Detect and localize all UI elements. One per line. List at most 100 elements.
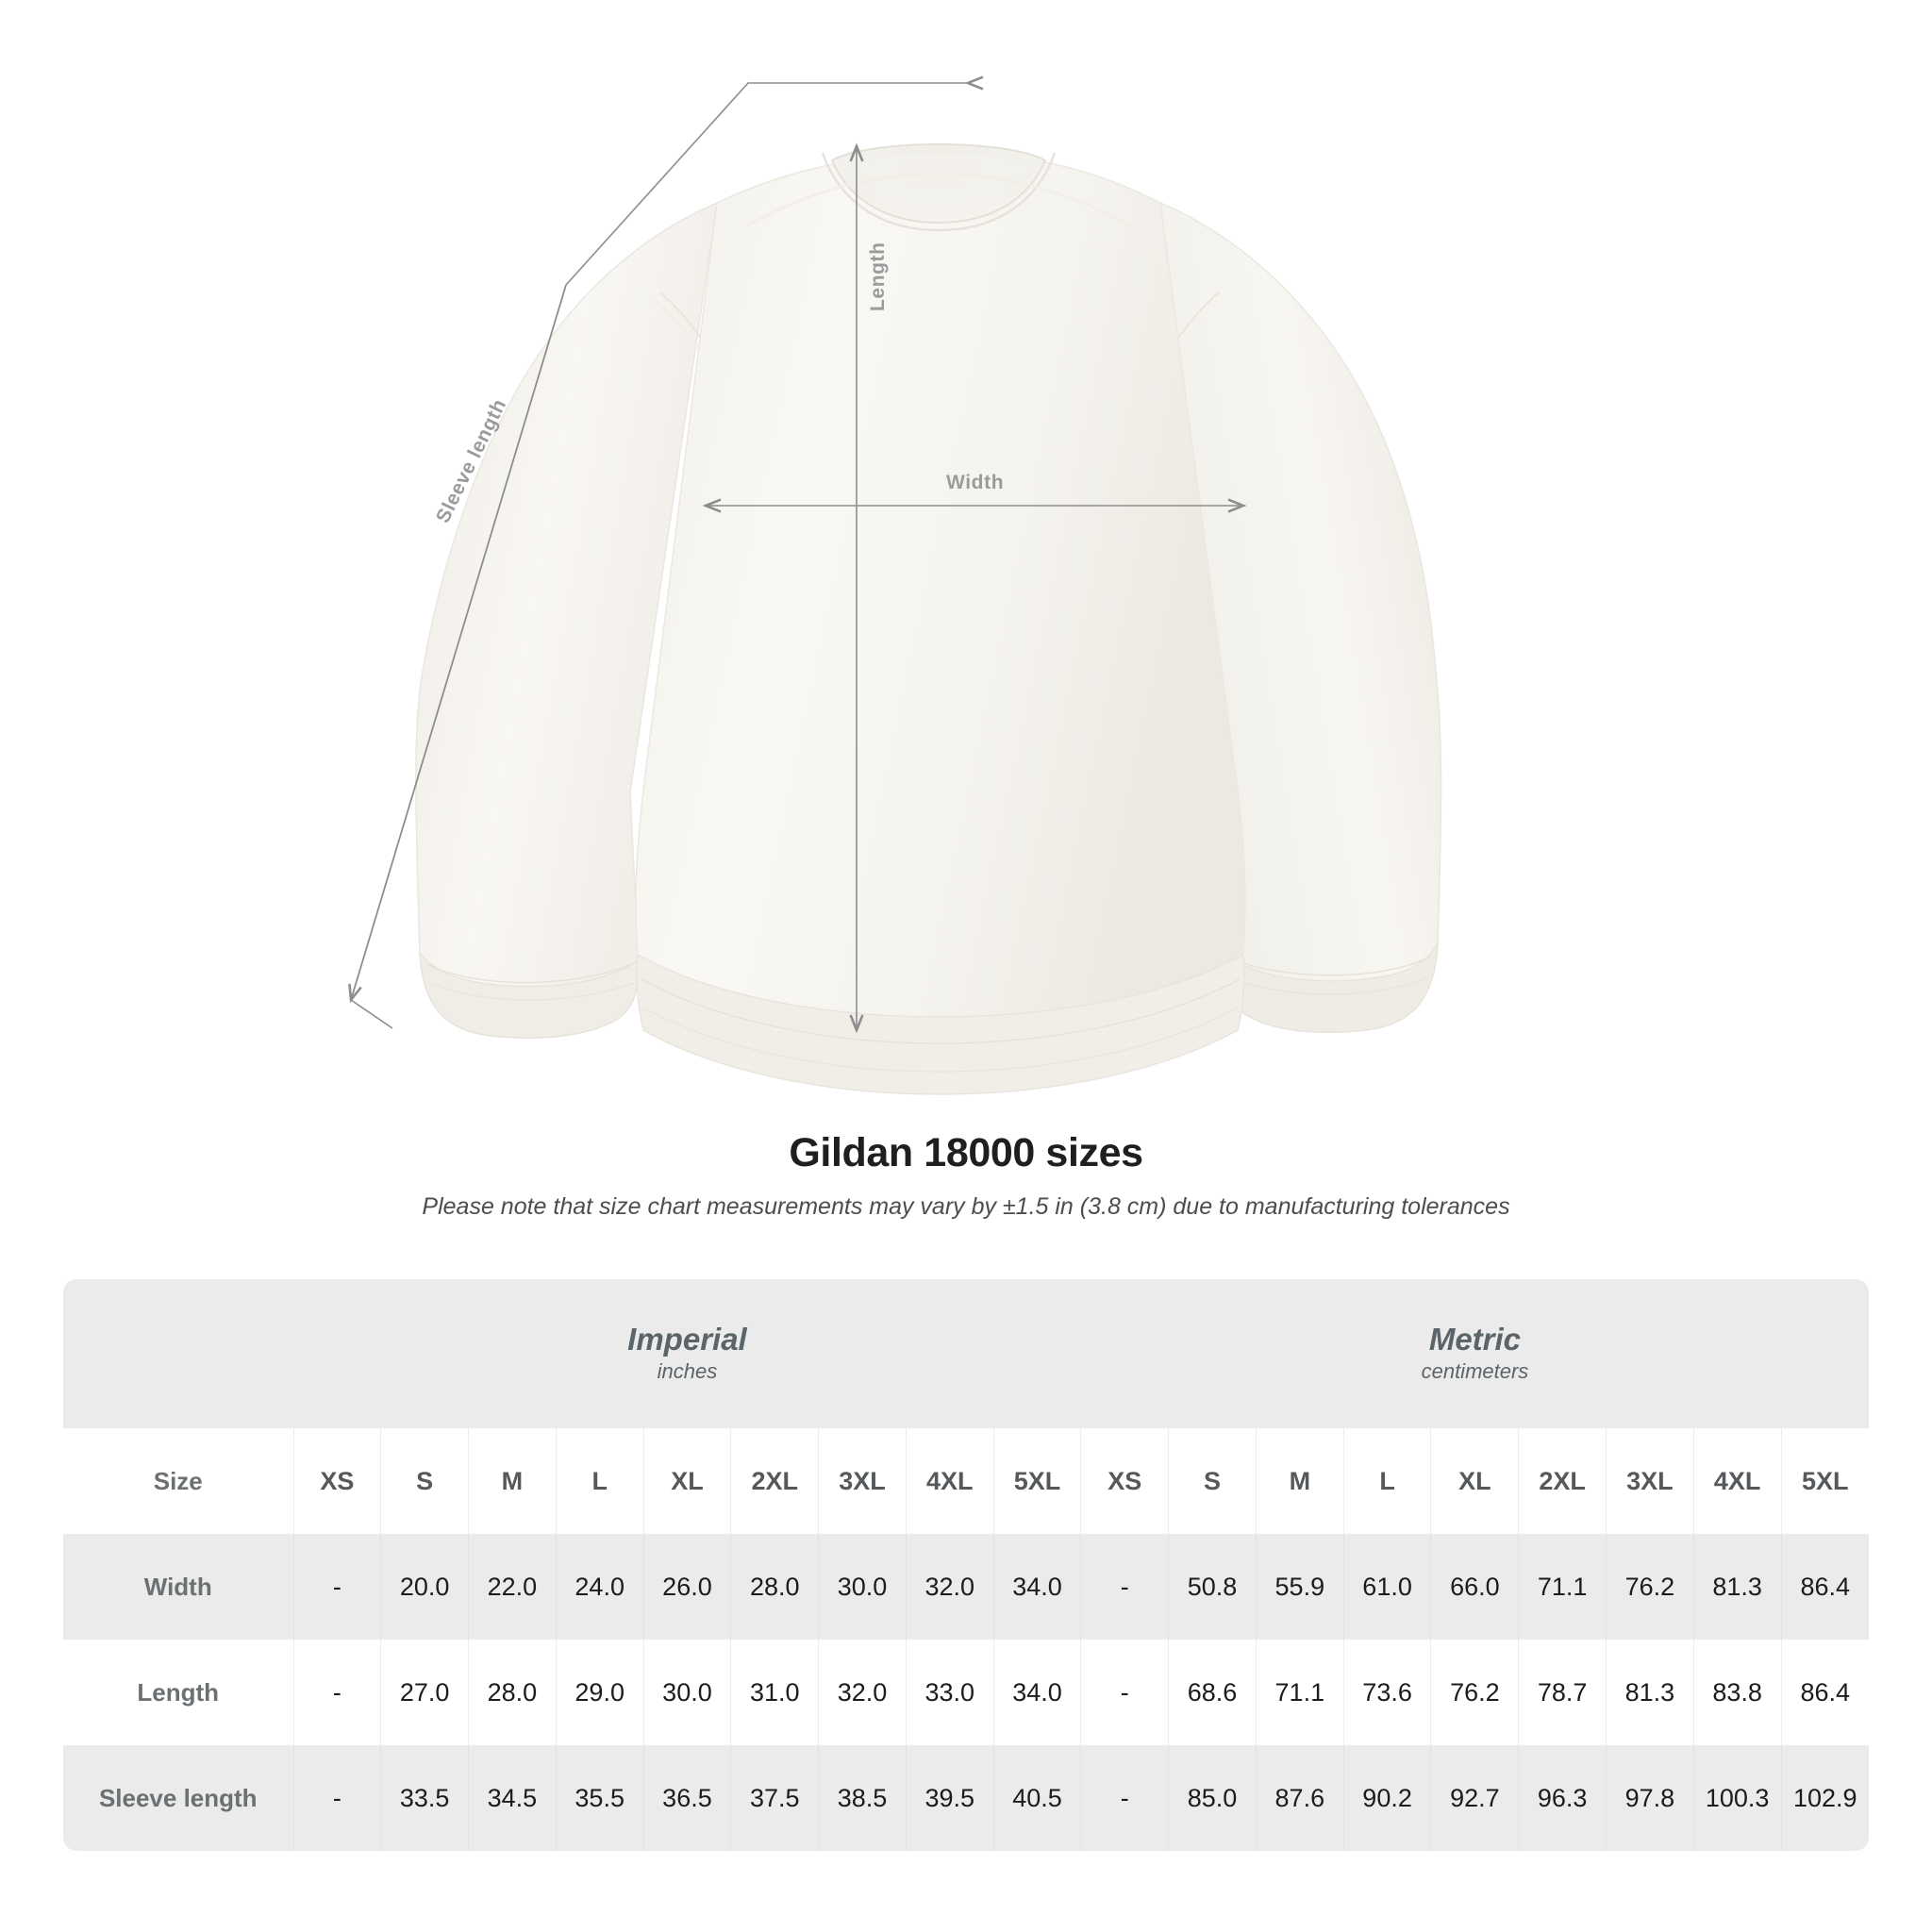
size-header-value: M [501,1466,524,1495]
measurement-value: 73.6 [1362,1677,1412,1707]
measurement-cell: 86.4 [1781,1640,1869,1745]
measurement-value: 76.2 [1624,1572,1675,1601]
size-header-cell: XL [643,1428,732,1534]
size-header-cell: 4XL [906,1428,994,1534]
size-header-value: 4XL [925,1466,974,1495]
measurement-cell: 83.8 [1693,1640,1782,1745]
measurement-cell: 30.0 [643,1640,732,1745]
measurement-cell: 32.0 [818,1640,907,1745]
measurement-value: 83.8 [1712,1677,1762,1707]
measurement-cell: 28.0 [468,1640,557,1745]
measurement-value: 26.0 [662,1572,712,1601]
measurement-cell: 36.5 [643,1745,732,1851]
measurement-cell: 85.0 [1168,1745,1257,1851]
row-label-cell: Length [63,1640,294,1745]
row-label: Width [143,1572,212,1601]
measurement-cell: 81.3 [1693,1534,1782,1640]
row-label-cell: Width [63,1534,294,1640]
measurement-value: 37.5 [749,1783,800,1812]
size-header-cell: XL [1430,1428,1520,1534]
measurement-cell: 55.9 [1256,1534,1344,1640]
measurement-cell: - [293,1640,382,1745]
metric-unit-header-sub: centimeters [1421,1358,1529,1383]
measurement-cell: - [293,1745,382,1851]
size-header-label-cell: Size [63,1428,294,1534]
measurement-value: 28.0 [487,1677,538,1707]
measurement-cell: 26.0 [643,1534,732,1640]
unit-banner-row: Imperial inches Metric centimeters [63,1279,1869,1428]
measurement-value: 32.0 [837,1677,888,1707]
measurement-cell: 81.3 [1606,1640,1694,1745]
measurement-value: 86.4 [1800,1572,1851,1601]
size-header-cell: 5XL [993,1428,1082,1534]
measurement-value: 39.5 [924,1783,975,1812]
size-header-value: S [416,1466,434,1495]
imperial-unit-header: Imperial inches [293,1279,1081,1428]
measurement-cell: - [1080,1534,1170,1640]
measurement-value: 66.0 [1450,1572,1500,1601]
measurement-cell: 76.2 [1606,1534,1694,1640]
measurement-cell: 102.9 [1781,1745,1869,1851]
metric-unit-header: Metric centimeters [1080,1279,1869,1428]
measurement-cell: 29.0 [556,1640,644,1745]
size-header-value: 4XL [1713,1466,1761,1495]
measurement-value: 27.0 [399,1677,450,1707]
measurement-cell: 34.5 [468,1745,557,1851]
size-header-value: M [1289,1466,1311,1495]
measurement-value: 30.0 [662,1677,712,1707]
unit-banner-blank-cell [63,1279,294,1428]
measurement-cell: 76.2 [1430,1640,1520,1745]
measurement-value: 61.0 [1362,1572,1412,1601]
size-header-cell: 2XL [730,1428,820,1534]
measurement-value: 33.0 [924,1677,975,1707]
size-chart-table-wrapper: Imperial inches Metric centimeters Size XS S M L… [63,1279,1869,1851]
measurement-cell: 71.1 [1256,1640,1344,1745]
tolerance-note: Please note that size chart measurements… [422,1193,1510,1220]
measurement-value: 97.8 [1624,1783,1675,1812]
sweatshirt-drawing [348,75,1442,1095]
measurement-cell: 20.0 [380,1534,470,1640]
measurement-value: 35.5 [575,1783,625,1812]
measurement-cell: 96.3 [1518,1745,1607,1851]
size-chart-table: Imperial inches Metric centimeters Size XS S M L… [63,1279,1869,1851]
measurement-cell: 50.8 [1168,1534,1257,1640]
size-header-value: XS [1108,1466,1142,1495]
measurement-value: 100.3 [1705,1783,1770,1812]
measurement-cell: 39.5 [906,1745,994,1851]
measurement-value: 28.0 [749,1572,800,1601]
metric-unit-header-name: Metric [1428,1321,1522,1357]
measurement-cell: 97.8 [1606,1745,1694,1851]
measurement-cell: 40.5 [993,1745,1082,1851]
size-header-value: 3XL [839,1466,886,1495]
measurement-cell: 22.0 [468,1534,557,1640]
size-header-cell: 2XL [1518,1428,1607,1534]
measurement-value: 33.5 [399,1783,450,1812]
size-header-value: 2XL [751,1466,798,1495]
measurement-value: - [1120,1572,1129,1601]
measurement-cell: 35.5 [556,1745,644,1851]
measurement-cell: 87.6 [1256,1745,1344,1851]
measurement-value: 30.0 [837,1572,888,1601]
measurement-cell: 30.0 [818,1534,907,1640]
length-dimension-label: Length [867,242,889,311]
size-header-cell: XS [1080,1428,1170,1534]
table-row: Width - 20.0 22.0 24.0 26.0 28.0 30.0 32.0 34.0 - 5… [63,1534,1869,1640]
title-block: Gildan 18000 sizes Please note that size… [0,1130,1932,1221]
measurement-cell: 68.6 [1168,1640,1257,1745]
imperial-unit-header-name: Imperial [627,1321,747,1357]
measurement-value: 71.1 [1274,1677,1325,1707]
measurement-cell: 32.0 [906,1534,994,1640]
measurement-value: 68.6 [1187,1677,1238,1707]
measurement-value: 86.4 [1800,1677,1851,1707]
measurement-cell: 61.0 [1343,1534,1432,1640]
size-header-value: S [1204,1466,1222,1495]
size-header-value: XL [1458,1466,1491,1495]
measurement-value: 32.0 [924,1572,975,1601]
size-header-cell: S [1168,1428,1257,1534]
size-header-value: 2XL [1539,1466,1586,1495]
measurement-cell: 34.0 [993,1640,1082,1745]
size-header-cell: XS [293,1428,382,1534]
measurement-cell: 100.3 [1693,1745,1782,1851]
measurement-value: 87.6 [1274,1783,1325,1812]
measurement-value: 76.2 [1450,1677,1500,1707]
